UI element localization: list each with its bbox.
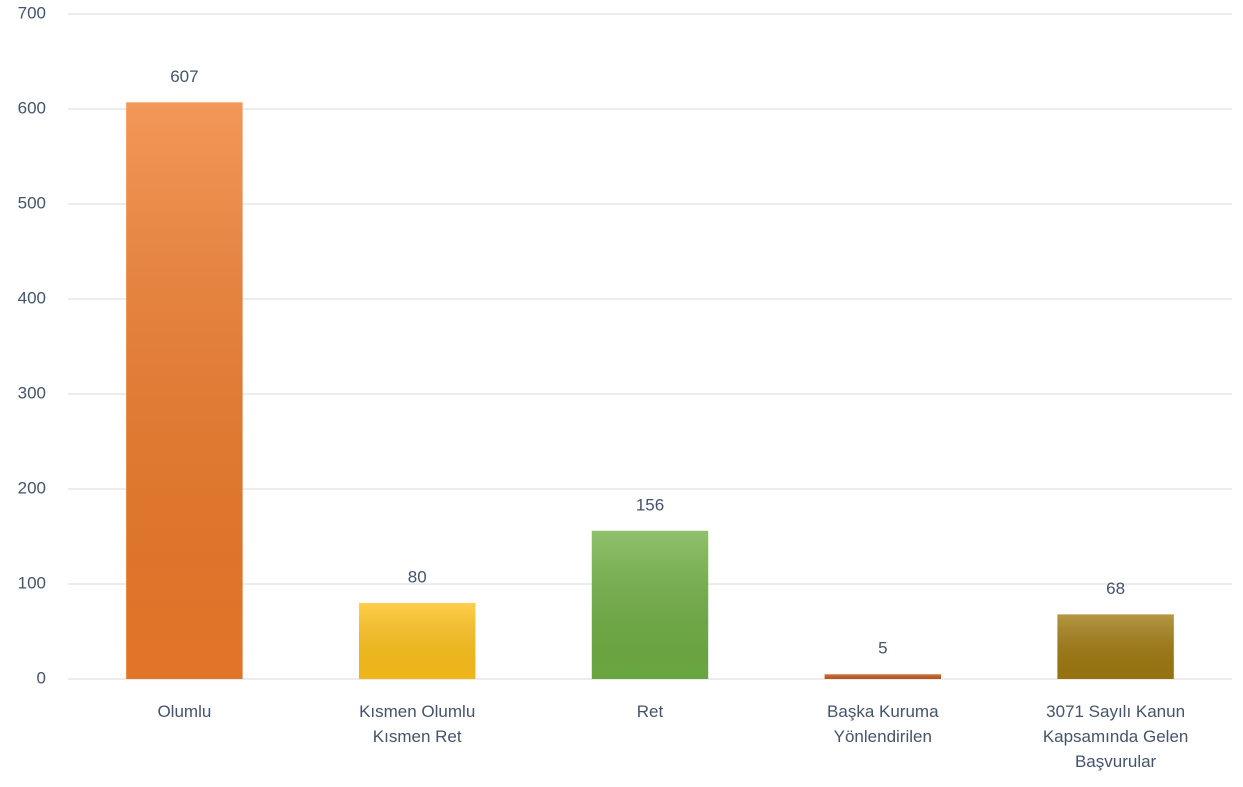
y-tick-label: 0	[37, 668, 46, 687]
y-tick-label: 400	[18, 288, 46, 307]
y-tick-label: 500	[18, 193, 46, 212]
bar	[359, 603, 476, 679]
x-tick-label: Kısmen Olumlu Kısmen Ret	[359, 702, 476, 746]
bar	[824, 674, 941, 679]
bar	[591, 530, 709, 679]
data-label: 80	[408, 567, 427, 586]
y-tick-label: 300	[18, 383, 46, 402]
data-label: 156	[636, 495, 664, 514]
data-label: 5	[878, 639, 887, 658]
data-label: 607	[170, 67, 198, 86]
y-tick-label: 600	[18, 98, 46, 117]
bar	[1057, 614, 1174, 679]
x-tick-label: 3071 Sayılı Kanun Kapsamında Gelen Başvu…	[1042, 702, 1189, 771]
bar	[126, 102, 243, 680]
x-tick-label: Başka Kuruma Yönlendirilen	[827, 702, 939, 746]
data-label: 68	[1106, 579, 1125, 598]
y-tick-label: 200	[18, 478, 46, 497]
y-tick-label: 700	[18, 3, 46, 22]
y-tick-label: 100	[18, 573, 46, 592]
x-tick-label: Olumlu	[157, 702, 212, 721]
x-tick-label: Ret	[636, 702, 664, 721]
